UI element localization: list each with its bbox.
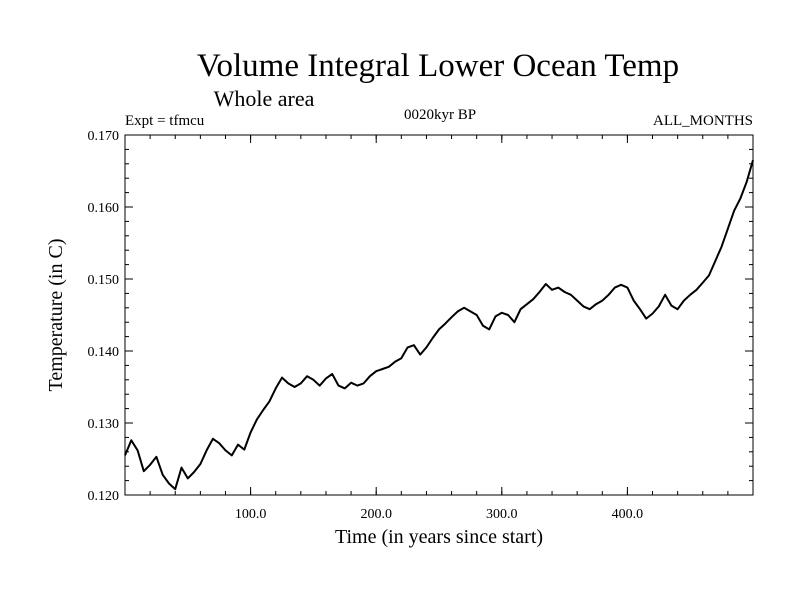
y-tick-label: 0.150 bbox=[88, 273, 120, 288]
x-axis-label: Time (in years since start) bbox=[335, 526, 543, 548]
x-tick-label: 200.0 bbox=[360, 507, 392, 522]
y-tick-label: 0.140 bbox=[88, 345, 120, 360]
y-tick-label: 0.130 bbox=[88, 417, 120, 432]
x-tick-label: 400.0 bbox=[612, 507, 644, 522]
tick-labels: 0.120 0.130 0.140 0.150 0.160 0.170 100.0 200.0… bbox=[88, 129, 644, 522]
chart-title: Volume Integral Lower Ocean Temp bbox=[197, 48, 679, 84]
y-tick-label: 0.170 bbox=[88, 129, 120, 144]
experiment-label: Expt = tfmcu bbox=[125, 113, 205, 129]
chart-subtitle: Whole area bbox=[214, 86, 315, 111]
series-line bbox=[124, 159, 754, 491]
x-tick-label: 300.0 bbox=[486, 507, 518, 522]
months-label: ALL_MONTHS bbox=[653, 113, 753, 129]
x-tick-label: 100.0 bbox=[235, 507, 267, 522]
axis-ticks bbox=[124, 134, 754, 496]
plot-frame bbox=[124, 134, 754, 496]
y-tick-label: 0.160 bbox=[88, 201, 120, 216]
period-label: 0020kyr BP bbox=[404, 107, 476, 123]
y-tick-label: 0.120 bbox=[88, 489, 120, 504]
y-axis-label: Temperature (in C) bbox=[45, 239, 67, 392]
